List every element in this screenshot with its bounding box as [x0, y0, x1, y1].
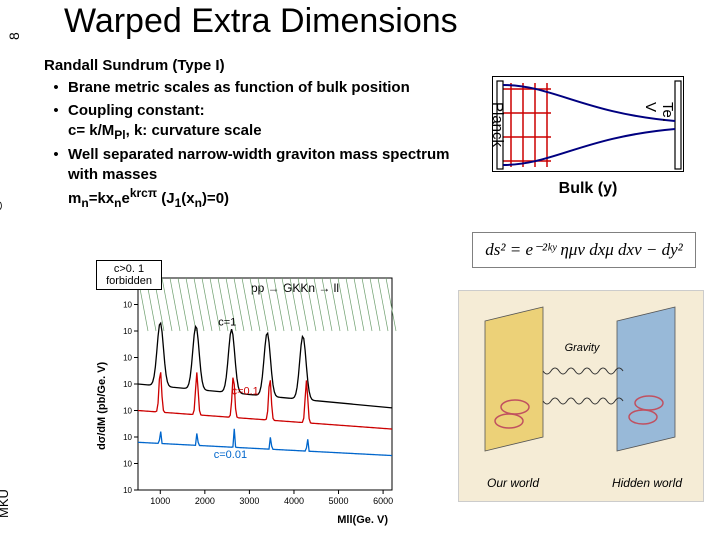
svg-text:1000: 1000 — [150, 496, 170, 506]
side-label-mku: MKU — [0, 489, 11, 518]
tev-brane-label: Te. V — [642, 102, 676, 122]
bullet-1: Brane metric scales as function of bulk … — [68, 78, 464, 98]
bulk-label: Bulk (y) — [488, 180, 688, 198]
side-label-edlhc: ED@LHC — [0, 173, 3, 230]
svg-text:c=0.01: c=0.01 — [214, 449, 247, 461]
slide-number: 8 — [6, 32, 22, 40]
forbidden-label: c>0. 1forbidden — [96, 260, 162, 290]
bulk-frame — [492, 76, 684, 172]
svg-text:6000: 6000 — [373, 496, 393, 506]
svg-text:5000: 5000 — [329, 496, 349, 506]
svg-text:3000: 3000 — [239, 496, 259, 506]
bulk-diagram: Planck Te. V Bulk (y) — [488, 72, 688, 210]
svg-text:10: 10 — [123, 486, 132, 495]
svg-text:2000: 2000 — [195, 496, 215, 506]
svg-text:10: 10 — [123, 327, 132, 336]
svg-text:pp → GKKn → ll: pp → GKKn → ll — [251, 281, 339, 295]
content-block: Randall Sundrum (Type I) • Brane metric … — [44, 56, 464, 212]
svg-text:4000: 4000 — [284, 496, 304, 506]
branes-diagram: Gravity Our world Hidden world — [458, 290, 704, 502]
svg-text:Gravity: Gravity — [565, 342, 601, 354]
svg-text:Hidden world: Hidden world — [612, 476, 682, 490]
planck-brane-label: Planck — [489, 102, 506, 147]
svg-text:10: 10 — [123, 380, 132, 389]
svg-text:c=0.1: c=0.1 — [232, 386, 259, 398]
spectrum-chart: dσ/dM (pb/Ge. V) 10002000300040005000600… — [100, 270, 400, 524]
content-heading: Randall Sundrum (Type I) — [44, 56, 464, 76]
bullet-dot: • — [44, 101, 68, 143]
bullet-dot: • — [44, 145, 68, 212]
bullet-2: Coupling constant: c= k/MPl, k: curvatur… — [68, 101, 464, 143]
metric-equation: ds² = e⁻²ᵏʸ ημν dxμ dxν − dy² — [472, 232, 696, 268]
chart-xlabel: Mll(Ge. V) — [337, 514, 388, 526]
svg-text:Our world: Our world — [487, 476, 539, 490]
svg-text:10: 10 — [123, 460, 132, 469]
svg-text:10: 10 — [123, 354, 132, 363]
svg-text:10: 10 — [123, 433, 132, 442]
svg-text:10: 10 — [123, 301, 132, 310]
svg-text:c=1: c=1 — [218, 317, 236, 329]
bullet-dot: • — [44, 78, 68, 98]
page-title: Warped Extra Dimensions — [64, 2, 458, 41]
chart-ylabel: dσ/dM (pb/Ge. V) — [96, 362, 108, 450]
bulk-svg — [493, 77, 685, 173]
branes-svg: Gravity Our world Hidden world — [459, 291, 705, 503]
bullet-3: Well separated narrow-width graviton mas… — [68, 145, 464, 212]
svg-text:10: 10 — [123, 407, 132, 416]
chart-svg: 1000 2000 3000 4000 5000 6000 10 10 10 10 10 10 10 10… — [100, 270, 400, 514]
